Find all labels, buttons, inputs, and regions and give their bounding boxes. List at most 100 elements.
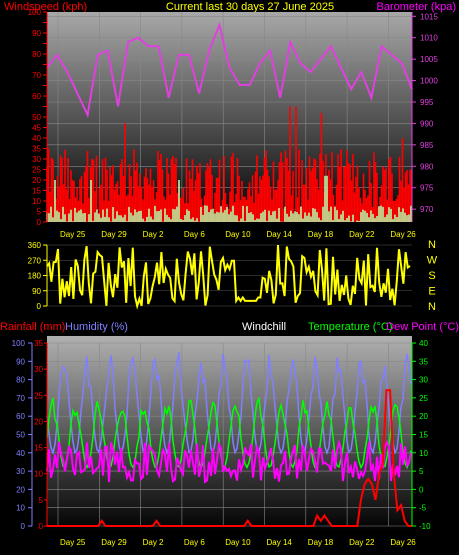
average-wind-series — [46, 175, 412, 222]
windspeed-tick-label: 90 — [32, 29, 41, 38]
barometer-tick-label: 1010 — [420, 34, 438, 43]
temperature-tick-label: 10 — [419, 449, 428, 458]
barometer-axis-ticks: 970 975 980 985 990 995 1000 1005 1010 1015 — [411, 12, 438, 222]
direction-tick-label: 270 — [28, 256, 42, 265]
temperature-x-tick-label: Day 18 — [308, 538, 334, 547]
windspeed-tick-label: 45 — [32, 124, 41, 133]
windspeed-tick-label: 70 — [32, 71, 41, 80]
temperature-x-tick-label: Day 6 — [184, 538, 205, 547]
compass-label: N — [428, 239, 436, 251]
wind-x-tick-label: Day 18 — [308, 230, 334, 239]
temperature-tick-label: -5 — [419, 504, 427, 513]
barometer-tick-label: 980 — [420, 162, 434, 171]
temperature-tick-label: 0 — [419, 485, 424, 494]
temperature-x-tick-label: Day 26 — [390, 538, 416, 547]
temperature-tick-label: 40 — [419, 339, 428, 348]
humidity-tick-label: 60 — [16, 412, 25, 421]
temperature-x-tick-label: Day 2 — [143, 538, 164, 547]
windspeed-tick-label: 15 — [32, 187, 41, 196]
humidity-tick-label: 50 — [16, 431, 25, 440]
humidity-axis-title: Humidity (%) — [65, 321, 128, 333]
rainfall-tick-label: 25 — [34, 391, 43, 400]
compass-label: W — [427, 255, 438, 267]
windspeed-tick-label: 0 — [37, 218, 42, 227]
temperature-x-tick-label: Day 25 — [60, 538, 86, 547]
temperature-x-tick-label: Day 22 — [349, 538, 375, 547]
temperature-tick-label: 25 — [419, 394, 428, 403]
humidity-tick-label: 10 — [16, 504, 25, 513]
humidity-tick-label: 0 — [21, 522, 26, 531]
barometer-tick-label: 1000 — [420, 77, 438, 86]
compass-label: E — [428, 286, 435, 298]
windspeed-tick-label: 5 — [37, 208, 42, 217]
humidity-tick-label: 20 — [16, 485, 25, 494]
direction-tick-label: 180 — [28, 272, 42, 281]
humidity-tick-label: 40 — [16, 449, 25, 458]
barometer-tick-label: 990 — [420, 119, 434, 128]
rainfall-axis-ticks: 0 5 10 15 20 25 30 35 — [34, 339, 48, 531]
windspeed-tick-label: 35 — [32, 145, 41, 154]
rainfall-tick-label: 30 — [34, 365, 43, 374]
rainfall-tick-label: 0 — [39, 522, 44, 531]
windspeed-tick-label: 50 — [32, 113, 41, 122]
windspeed-tick-label: 40 — [32, 134, 41, 143]
wind-x-tick-label: Day 6 — [184, 230, 205, 239]
temperature-tick-label: 35 — [419, 357, 428, 366]
wind-x-tick-label: Day 14 — [267, 230, 293, 239]
temperature-tick-label: 30 — [419, 376, 428, 385]
humidity-tick-label: 90 — [16, 357, 25, 366]
barometer-tick-label: 985 — [420, 141, 434, 150]
wind-x-tick-label: Day 25 — [60, 230, 86, 239]
windspeed-tick-label: 25 — [32, 166, 41, 175]
windspeed-tick-label: 10 — [32, 197, 41, 206]
temperature-tick-label: 15 — [419, 431, 428, 440]
temperature-x-tick-label: Day 14 — [267, 538, 293, 547]
humidity-tick-label: 70 — [16, 394, 25, 403]
humidity-axis-ticks: 0 10 20 30 40 50 60 70 80 90 100 — [12, 339, 33, 531]
rainfall-tick-label: 5 — [39, 496, 44, 505]
humidity-tick-label: 100 — [12, 339, 26, 348]
temperature-x-axis-ticks: Day 25 Day 29 Day 2 Day 6 Day 10 Day 14 Day 18… — [60, 538, 416, 547]
windspeed-axis-title: Windspeed (kph) — [4, 1, 87, 13]
rainfall-axis-title: Rainfall (mm) — [0, 321, 65, 333]
direction-tick-label: 90 — [32, 287, 41, 296]
wind-x-tick-label: Day 26 — [390, 230, 416, 239]
temperature-axis-title: Temperature (°C) — [308, 321, 392, 333]
direction-tick-label: 0 — [37, 302, 42, 311]
windspeed-tick-label: 20 — [32, 176, 41, 185]
humidity-tick-label: 30 — [16, 467, 25, 476]
barometer-tick-label: 1015 — [420, 12, 438, 21]
rainfall-series — [47, 389, 412, 527]
windspeed-tick-label: 60 — [32, 92, 41, 101]
compass-label: S — [428, 270, 435, 282]
barometer-tick-label: 995 — [420, 98, 434, 107]
windchill-label: Windchill — [242, 321, 286, 333]
rainfall-tick-label: 20 — [34, 417, 43, 426]
windspeed-tick-label: 80 — [32, 50, 41, 59]
windspeed-tick-label: 100 — [28, 8, 42, 17]
humidity-series — [46, 351, 412, 456]
chart-title: Current last 30 days 27 June 2025 — [166, 1, 334, 13]
wind-x-tick-label: Day 10 — [225, 230, 251, 239]
wind-x-tick-label: Day 2 — [143, 230, 164, 239]
compass-label: N — [428, 301, 436, 313]
wind-direction-series — [46, 245, 411, 310]
dewpoint-series — [46, 439, 412, 484]
barometer-series — [46, 21, 413, 119]
temperature-tick-label: 20 — [419, 412, 428, 421]
barometer-axis-title: Barometer (kpa) — [377, 1, 456, 13]
temperature-x-tick-label: Day 10 — [225, 538, 251, 547]
direction-tick-label: 360 — [28, 241, 42, 250]
windspeed-tick-label: 30 — [32, 155, 41, 164]
direction-axis-ticks: 0 90 180 270 360 — [28, 241, 48, 311]
temperature-x-tick-label: Day 29 — [101, 538, 127, 547]
temperature-axis-ticks: -10 -5 0 5 10 15 20 25 30 35 40 — [411, 339, 431, 531]
wind-x-tick-label: Day 29 — [101, 230, 127, 239]
wind-x-tick-label: Day 22 — [349, 230, 375, 239]
temperature-tick-label: 5 — [419, 467, 424, 476]
